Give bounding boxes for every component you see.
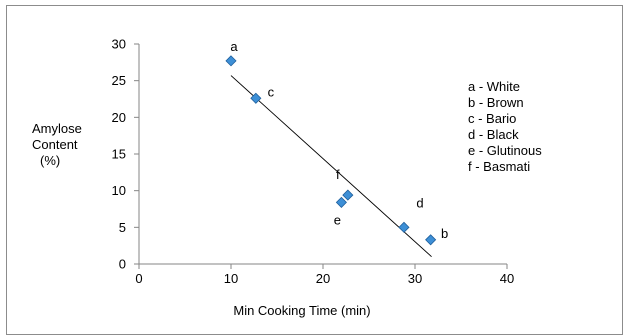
x-tick-label: 10: [224, 271, 238, 286]
y-tick-label: 10: [112, 183, 126, 198]
point-label-c: c: [268, 84, 275, 99]
point-c: [250, 92, 262, 104]
x-ticks: 0 10 20 30 40: [135, 264, 514, 286]
data-points: [225, 55, 437, 246]
y-tick-label: 20: [112, 110, 126, 125]
point-a: [225, 55, 237, 67]
point-f: [342, 189, 354, 201]
trendline: [230, 75, 432, 258]
point-e: [335, 196, 347, 208]
legend: a - White b - Brown c - Bario d - Black …: [468, 79, 542, 174]
point-label-e: e: [334, 212, 341, 227]
y-tick-label: 25: [112, 73, 126, 88]
point-labels: a b c d e f: [230, 39, 448, 241]
point-d: [398, 221, 410, 233]
legend-entry-d: d - Black: [468, 127, 519, 142]
y-tick-label: 15: [112, 147, 126, 162]
y-tick-label: 30: [112, 37, 126, 52]
y-axis-label: Amylose Content (%): [32, 121, 82, 168]
y-ticks: 0 5 10 15 20 25 30: [112, 37, 139, 272]
legend-entry-a: a - White: [468, 79, 520, 94]
legend-entry-f: f - Basmati: [468, 159, 530, 174]
point-b: [425, 234, 437, 246]
y-tick-label: 0: [119, 257, 126, 272]
chart-frame: [6, 5, 623, 335]
x-axis-label: Min Cooking Time (min): [233, 303, 370, 318]
x-tick-label: 30: [408, 271, 422, 286]
point-label-b: b: [441, 226, 448, 241]
point-label-d: d: [416, 195, 423, 210]
point-label-f: f: [336, 167, 340, 182]
x-tick-label: 0: [135, 271, 142, 286]
x-tick-label: 40: [500, 271, 514, 286]
y-tick-label: 5: [119, 220, 126, 235]
scatter-chart: 0 5 10 15 20 25 30 0 10 20 30 40 a b c d e f Min Cookin…: [32, 37, 542, 319]
point-label-a: a: [230, 39, 238, 54]
x-tick-label: 20: [316, 271, 330, 286]
legend-entry-c: c - Bario: [468, 111, 516, 126]
legend-entry-b: b - Brown: [468, 95, 524, 110]
y-axis-label-line-3: (%): [40, 153, 60, 168]
axes: [138, 44, 507, 265]
legend-entry-e: e - Glutinous: [468, 143, 542, 158]
y-axis-label-line-1: Amylose: [32, 121, 82, 136]
y-axis-label-line-2: Content: [32, 137, 78, 152]
